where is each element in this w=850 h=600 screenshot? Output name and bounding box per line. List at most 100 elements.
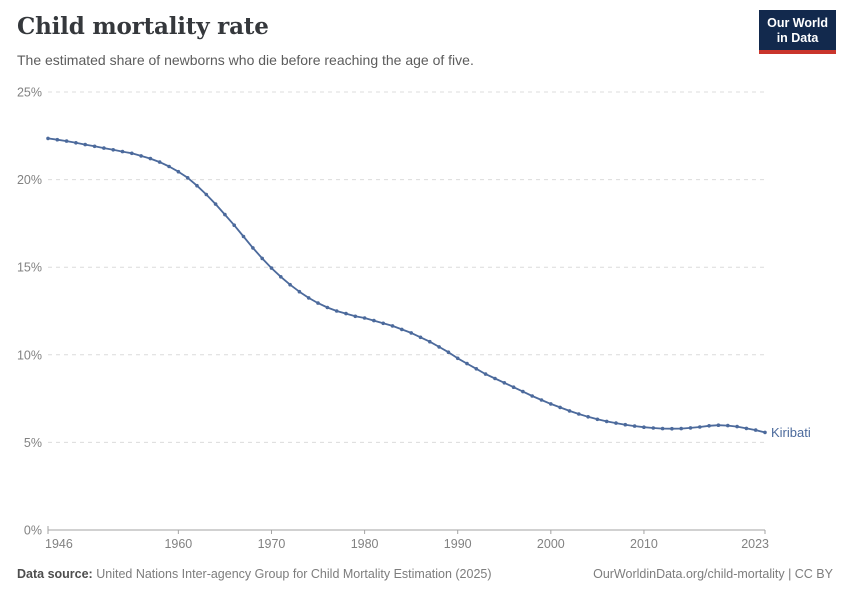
data-point: [521, 389, 525, 394]
data-point: [111, 148, 115, 152]
y-tick-label-20%: 20%: [17, 173, 42, 187]
y-tick-label-0%: 0%: [24, 524, 42, 538]
data-point: [604, 419, 609, 424]
data-point: [64, 139, 69, 143]
data-point: [223, 212, 227, 217]
data-point: [83, 142, 87, 147]
x-tick-label-2000: 2000: [537, 537, 565, 551]
data-point: [130, 151, 134, 156]
data-point: [493, 376, 497, 381]
data-point: [651, 426, 656, 430]
data-point: [232, 223, 236, 227]
data-point: [176, 169, 181, 174]
data-point: [269, 266, 274, 270]
entity-label-kiribati: Kiribati: [771, 425, 811, 440]
data-point: [306, 296, 311, 300]
x-tick-label-1980: 1980: [351, 537, 379, 551]
x-tick-label-1970: 1970: [258, 537, 286, 551]
data-point: [157, 160, 162, 164]
data-point: [698, 425, 702, 429]
data-point: [185, 176, 190, 180]
data-point: [716, 423, 721, 428]
data-point: [167, 164, 171, 169]
data-point: [381, 321, 386, 326]
data-point: [735, 424, 739, 429]
data-point: [642, 425, 646, 430]
x-tick-label-1960: 1960: [164, 537, 192, 551]
data-point: [400, 327, 404, 332]
data-point: [614, 421, 618, 425]
data-point: [92, 144, 97, 149]
data-source-text: United Nations Inter-agency Group for Ch…: [96, 567, 492, 581]
data-point: [744, 426, 749, 431]
data-source-label: Data source:: [17, 567, 93, 581]
y-tick-label-10%: 10%: [17, 348, 42, 362]
page-subtitle: The estimated share of newborns who die …: [17, 52, 474, 68]
owid-logo-line1: Our World: [767, 16, 828, 30]
data-point: [390, 324, 395, 328]
data-point: [213, 202, 218, 206]
data-point: [502, 381, 507, 385]
data-point: [586, 415, 590, 419]
data-point: [539, 398, 544, 402]
data-point: [455, 356, 460, 361]
x-axis: [47, 526, 766, 534]
data-point: [688, 426, 693, 430]
data-point: [325, 305, 330, 310]
data-point: [74, 141, 78, 145]
data-point: [595, 417, 600, 422]
data-source: Data source: United Nations Inter-agency…: [17, 567, 492, 581]
data-point: [511, 385, 516, 390]
data-point: [204, 192, 209, 197]
x-axis-labels: 1946 1960 1970 1980 1990 2000 2010 2023: [45, 537, 769, 551]
citation-link[interactable]: OurWorldinData.org/child-mortality | CC …: [593, 567, 833, 581]
owid-logo-line2: in Data: [776, 31, 819, 45]
data-point: [558, 405, 562, 410]
x-tick-label-1946: 1946: [45, 537, 73, 551]
data-point-markers: [46, 136, 767, 435]
data-point: [195, 183, 199, 188]
y-gridlines: [48, 91, 765, 443]
y-axis-labels: 0% 5% 10% 15% 20% 25%: [17, 86, 42, 538]
data-point: [139, 154, 143, 158]
data-point: [549, 402, 553, 406]
data-point: [623, 422, 628, 427]
data-point: [483, 372, 488, 376]
data-point: [707, 424, 711, 428]
data-point: [148, 156, 153, 161]
data-point: [316, 301, 320, 305]
data-point: [409, 331, 414, 335]
data-point: [567, 409, 572, 413]
y-tick-label-25%: 25%: [17, 86, 42, 100]
y-tick-label-15%: 15%: [17, 261, 42, 275]
data-point: [260, 256, 265, 261]
data-point: [679, 426, 683, 431]
chart-footer: Data source: United Nations Inter-agency…: [17, 567, 833, 581]
data-point: [55, 137, 60, 142]
data-point: [428, 339, 432, 344]
data-point: [660, 426, 665, 431]
data-point: [251, 246, 255, 250]
data-point: [437, 345, 441, 349]
data-point: [46, 136, 50, 141]
data-point: [279, 275, 283, 279]
data-point: [474, 367, 479, 371]
data-point: [763, 430, 767, 435]
data-point: [120, 149, 125, 154]
data-point: [362, 316, 367, 320]
data-point: [753, 428, 758, 432]
x-tick-label-2010: 2010: [630, 537, 658, 551]
x-tick-label-2023: 2023: [741, 537, 769, 551]
data-point: [344, 311, 348, 316]
page-title: Child mortality rate: [17, 13, 269, 40]
x-tick-label-1990: 1990: [444, 537, 472, 551]
data-point: [353, 314, 358, 319]
data-point: [726, 423, 730, 428]
data-point: [530, 394, 534, 398]
owid-logo[interactable]: Our World in Data: [759, 10, 836, 54]
data-point: [334, 309, 339, 313]
kiribati-trend-line: [47, 137, 766, 434]
data-point: [446, 350, 451, 355]
